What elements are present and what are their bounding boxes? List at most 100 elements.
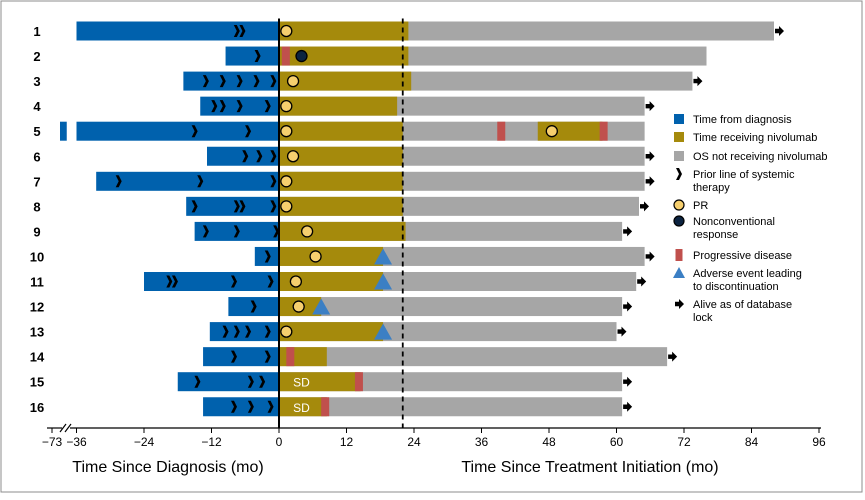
prior-line-chevron [254,50,261,63]
nivolumab-bar [279,96,398,116]
legend-label: Time receiving nivolumab [693,132,817,144]
patient-id-label: 1 [33,24,40,39]
partial-response-marker [300,225,314,238]
os-bar [279,397,623,417]
legend-pr-icon [673,199,685,211]
adverse-event-marker [374,323,393,340]
legend-label: Time from diagnosis [693,114,792,126]
diagnosis-bar [207,146,279,166]
prior-line-chevron [166,275,173,288]
prior-line-chevron [267,400,274,413]
os-bar [279,297,623,317]
patient-row-12: 12 [30,297,633,317]
legend-nonconventional-icon [673,215,685,227]
tick-label: −73 [42,435,63,449]
diagnosis-bar [203,347,279,367]
os-bar [279,347,668,367]
tick-label: 60 [610,435,624,449]
patient-row-4: 4 [33,96,655,116]
diagnosis-bar [177,372,279,392]
tick-label: 36 [475,435,489,449]
x-axis-label-right: Time Since Treatment Initiation (mo) [461,459,718,476]
nivolumab-bar [279,71,412,91]
legend-item-pr: PR [673,199,708,212]
prior-line-chevron [231,400,237,413]
diagnosis-bar [203,397,279,417]
diagnosis-bar [76,21,279,41]
alive-arrow [623,301,633,312]
prior-line-chevron [211,100,218,113]
prior-line-chevron [219,75,226,88]
patient-row-2: 2 [33,46,707,66]
prior-line-chevron [270,175,277,188]
patient-row-6: 6 [33,146,655,166]
legend-label: Alive as of database [693,299,792,311]
adverse-event-marker [374,248,393,265]
prior-line-chevron [231,275,237,288]
diagnosis-bar [254,246,279,266]
legend-label: therapy [693,182,730,194]
patient-id-label: 8 [33,199,40,214]
legend-label: to discontinuation [693,281,779,293]
alive-arrow [645,151,655,162]
prior-line-chevron [253,75,260,88]
patient-row-14: 14 [30,347,678,367]
nonconventional-response-marker [295,49,308,63]
prior-line-chevron [256,150,263,163]
patient-id-label: 16 [30,400,44,415]
legend-adverse-icon [673,267,685,278]
prior-line-chevron [259,375,266,388]
nivolumab-bar [279,196,403,216]
progressive-disease-marker [321,397,330,417]
nivolumab-bar [279,246,384,266]
prior-line-chevron [191,200,198,213]
partial-response-marker [545,125,558,138]
prior-line-chevron [273,225,280,238]
prior-line-chevron [236,100,243,113]
partial-response-marker [280,175,293,188]
prior-line-chevron [250,300,257,313]
prior-line-chevron [236,75,243,88]
patient-id-label: 6 [33,149,40,164]
stable-disease-label: SD [293,401,310,415]
legend: Time from diagnosis Time receiving nivolu… [673,114,828,324]
prior-line-chevron [233,325,240,338]
prior-line-chevron [239,200,246,213]
nivolumab-bar [279,322,384,342]
patient-row-1: 1 [33,21,784,41]
partial-response-marker [280,125,293,138]
alive-arrow [617,326,627,337]
alive-arrow [623,376,633,387]
tick-label: −24 [134,435,155,449]
legend-swatch [674,114,684,124]
prior-line-chevron [270,200,277,213]
patient-id-label: 3 [33,74,40,89]
diagnosis-bar [76,121,279,141]
patient-id-label: 15 [30,375,44,390]
legend-label: Progressive disease [693,250,792,262]
alive-arrow [645,101,655,112]
prior-line-chevron [219,100,226,113]
alive-arrow [645,176,655,187]
patient-id-label: 5 [33,124,40,139]
progressive-disease-marker [599,121,608,141]
prior-line-chevron [233,225,240,238]
prior-line-chevron [267,275,274,288]
patient-id-label: 4 [33,99,41,114]
prior-line-chevron [197,175,204,188]
partial-response-marker [289,275,303,288]
adverse-event-marker [312,298,331,315]
prior-line-chevron [270,150,277,163]
prior-line-chevron [115,175,122,188]
legend-label: Adverse event leading [693,268,802,280]
progressive-disease-marker [497,121,506,141]
tick-label: 96 [812,435,826,449]
tick-label: −36 [66,435,87,449]
partial-response-marker [292,300,305,313]
x-axis: −73 −36 −24 −12 0 12 24 36 48 60 72 84 96 Time Since … [42,18,826,476]
